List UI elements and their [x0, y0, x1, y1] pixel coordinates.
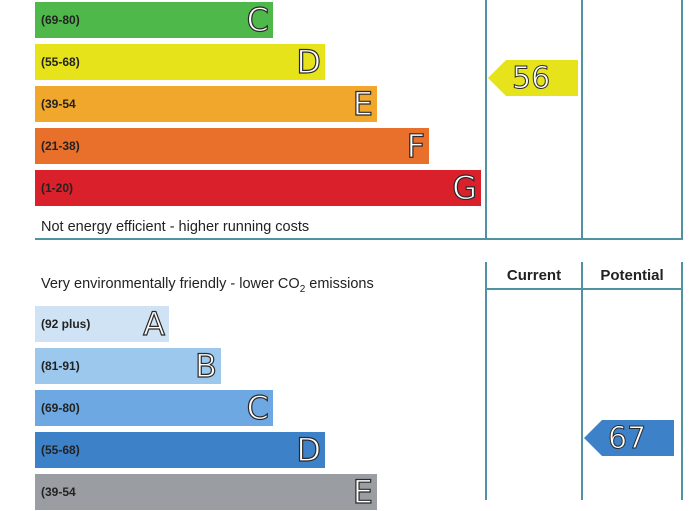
column-header-potential: Potential: [600, 267, 664, 284]
band-letter: F: [406, 127, 426, 165]
caption-subscript: 2: [299, 283, 306, 295]
band-letter: E: [352, 473, 373, 511]
band-range: (69-80): [41, 13, 80, 27]
band-range: (21-38): [41, 139, 80, 153]
header-rule-bottom: [485, 288, 683, 290]
band-letter: B: [194, 347, 217, 385]
band-range: (1-20): [41, 181, 74, 195]
arrow-shape: [488, 60, 578, 96]
band-letter: E: [352, 85, 373, 123]
band-range: (55-68): [41, 443, 80, 457]
divider-current-bottom: [485, 262, 487, 500]
energy-band-f: (21-38) F: [35, 127, 429, 165]
divider-right-top: [681, 0, 683, 240]
current-rating-value: 56: [511, 60, 551, 96]
potential-rating-arrow: 67: [584, 420, 674, 456]
band-letter: A: [143, 305, 166, 343]
energy-band-g: (1-20) G: [35, 169, 481, 207]
band-letter: D: [296, 43, 322, 81]
band-letter: C: [246, 1, 270, 39]
band-letter: D: [296, 431, 322, 469]
current-rating-arrow: 56: [488, 60, 578, 96]
band-range: (69-80): [41, 401, 80, 415]
env-band-e: (39-54 E: [35, 473, 377, 511]
caption-text: Very environmentally friendly - lower CO: [41, 276, 300, 292]
arrow-polygon: [488, 60, 578, 96]
band-range: (81-91): [41, 359, 80, 373]
column-header-current: Current: [506, 267, 562, 284]
environmental-header-caption: Very environmentally friendly - lower CO…: [41, 276, 374, 295]
band-letter: C: [246, 389, 270, 427]
divider-potential-top: [581, 0, 583, 240]
energy-footer-caption: Not energy efficient - higher running co…: [41, 219, 310, 235]
divider-potential-bottom: [581, 262, 583, 500]
env-band-b: (81-91) B: [35, 347, 221, 385]
energy-band-d: (55-68) D: [35, 43, 325, 81]
env-band-a: (92 plus) A: [35, 305, 169, 343]
bottom-rule-top: [35, 238, 683, 240]
arrow-polygon: [584, 420, 674, 456]
band-range: (39-54: [41, 97, 76, 111]
divider-current-top: [485, 0, 487, 240]
env-band-d: (55-68) D: [35, 431, 325, 469]
env-band-c: (69-80) C: [35, 389, 273, 427]
arrow-shape: [584, 420, 674, 456]
epc-chart: (69-80) C (55-68) D (39-54 E (21-38) F (…: [35, 0, 683, 511]
potential-rating-value: 67: [607, 420, 647, 456]
divider-right-bottom: [681, 262, 683, 500]
caption-text-end: emissions: [305, 276, 374, 292]
band-range: (39-54: [41, 485, 76, 499]
band-range: (92 plus): [41, 317, 91, 331]
band-range: (55-68): [41, 55, 80, 69]
energy-band-e: (39-54 E: [35, 85, 377, 123]
band-letter: G: [452, 169, 478, 207]
energy-band-c: (69-80) C: [35, 1, 273, 39]
